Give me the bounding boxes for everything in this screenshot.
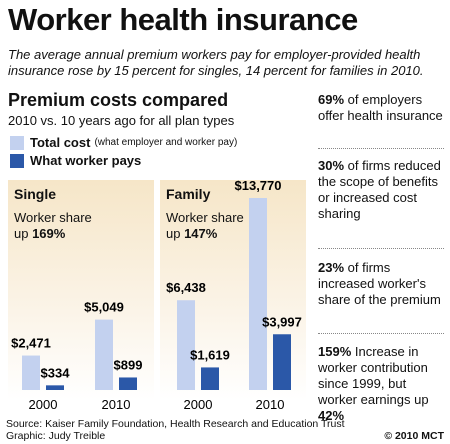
- separator: [318, 248, 444, 249]
- value-label: $899: [114, 357, 143, 372]
- x-tick-label: 2000: [184, 397, 213, 412]
- bar: [249, 198, 267, 390]
- source-text: Source: Kaiser Family Foundation, Health…: [6, 418, 345, 430]
- fact-highlight: 159%: [318, 344, 352, 359]
- chart-subtitle: 2010 vs. 10 years ago for all plan types: [8, 113, 235, 128]
- bar: [46, 385, 64, 390]
- fact-text: of firms reduced the scope of benefits o…: [318, 158, 441, 221]
- legend-label: Total cost: [30, 135, 91, 150]
- group-annotation: Worker share up 147%: [166, 210, 261, 242]
- x-tick-label: 2010: [102, 397, 131, 412]
- value-label: $3,997: [262, 314, 302, 329]
- bar: [201, 367, 219, 390]
- group-name: Single: [14, 186, 57, 202]
- bar: [119, 377, 137, 390]
- bar: [177, 300, 195, 390]
- value-label: $2,471: [11, 336, 51, 351]
- separator: [318, 148, 444, 149]
- legend-swatch: [10, 153, 24, 168]
- bar: [95, 319, 113, 390]
- fact-highlight: 23%: [318, 260, 345, 275]
- x-tick-label: 2010: [256, 397, 285, 412]
- legend-item: Total cost (what employer and worker pay…: [10, 135, 237, 150]
- fact-highlight: 30%: [318, 158, 345, 173]
- annotation-text: Worker share up: [166, 210, 244, 241]
- group-name: Family: [166, 186, 211, 202]
- source: Source: Kaiser Family Foundation, Health…: [6, 418, 345, 442]
- fact: 159% Increase in worker contribution sin…: [318, 344, 446, 424]
- graphic-credit: Graphic: Judy Treible: [6, 430, 106, 442]
- value-label: $5,049: [84, 300, 124, 315]
- fact: 69% of employers offer health insurance: [318, 92, 446, 124]
- copyright: © 2010 MCT: [384, 430, 444, 442]
- fact-highlight: 69%: [318, 92, 345, 107]
- legend-swatch: [10, 135, 24, 150]
- value-label: $13,770: [235, 178, 282, 193]
- value-label: $1,619: [190, 347, 230, 362]
- legend-note: (what employer and worker pay): [94, 137, 238, 148]
- fact-highlight: 42%: [318, 408, 345, 423]
- subtitle: The average annual premium workers pay f…: [8, 47, 424, 78]
- separator: [318, 333, 444, 334]
- value-label: $6,438: [166, 280, 206, 295]
- value-label: $334: [41, 365, 71, 380]
- bar: [22, 355, 40, 390]
- x-tick-label: 2000: [29, 397, 58, 412]
- bar: [273, 334, 291, 390]
- title: Worker health insurance: [8, 2, 358, 37]
- chart-title: Premium costs compared: [8, 90, 229, 110]
- group-annotation: Worker share up 169%: [14, 210, 109, 242]
- fact: 30% of firms reduced the scope of benefi…: [318, 158, 446, 222]
- annotation-text: Worker share up: [14, 210, 92, 241]
- annotation-value: 147%: [184, 226, 218, 241]
- legend-label: What worker pays: [30, 153, 142, 168]
- fact-text: Increase in worker contribution since 19…: [318, 344, 429, 407]
- fact-text: of employers offer health insurance: [318, 92, 443, 123]
- legend-item: What worker pays: [10, 153, 141, 168]
- fact: 23% of firms increased worker's share of…: [318, 260, 446, 308]
- fact-text: of firms increased worker's share of the…: [318, 260, 441, 307]
- annotation-value: 169%: [32, 226, 66, 241]
